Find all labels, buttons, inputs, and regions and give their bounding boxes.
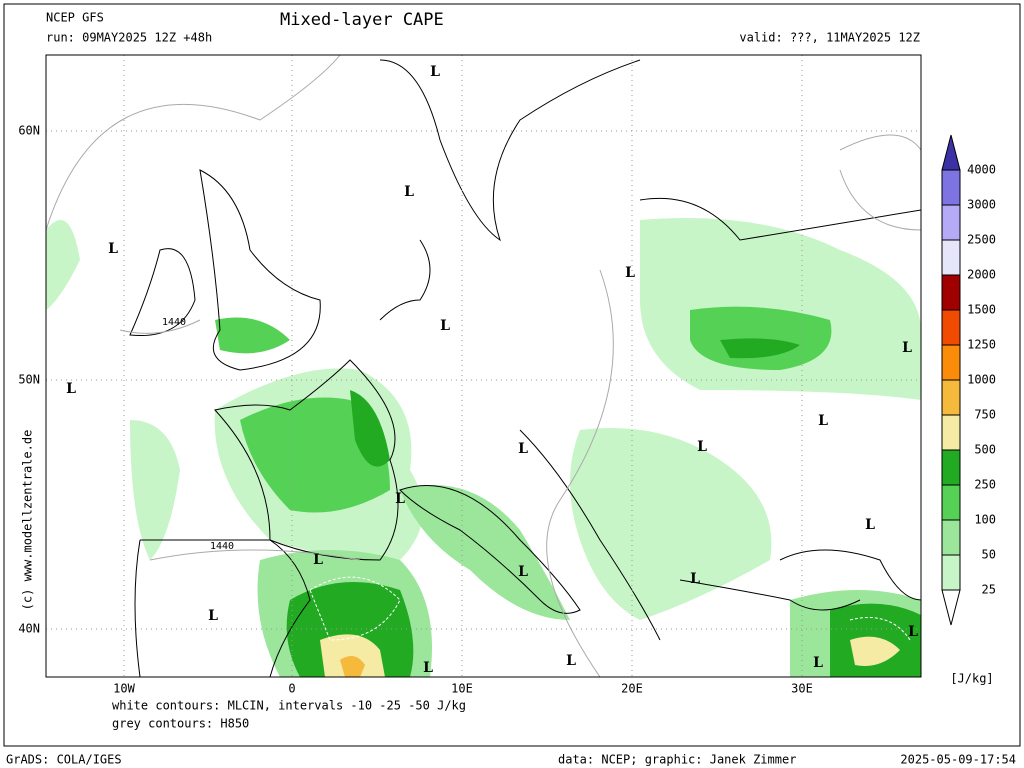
colorbar-band (941, 554, 961, 591)
model: NCEP GFS (46, 11, 104, 25)
title: Mixed-layer CAPE (280, 10, 444, 30)
grads: GrADS: COLA/IGES (6, 753, 122, 767)
low-marker: L (690, 571, 700, 587)
colorbar-band (941, 239, 961, 276)
map: L L L L L L L L L L L L L L L L L L L L 1440 1440 60N 50N 40N 10… (18, 54, 922, 696)
colorbar-band (941, 274, 961, 311)
low-marker: L (404, 184, 414, 200)
low-marker: L (625, 265, 635, 281)
lat-label: 60N (18, 124, 40, 138)
cape-shading (46, 218, 921, 677)
low-marker: L (518, 564, 528, 580)
lon-label: 10W (113, 682, 135, 696)
colorbar-band (941, 449, 961, 486)
graticule (46, 55, 921, 677)
colorbar-band (941, 204, 961, 241)
colorbar-tick: 50 (982, 548, 996, 562)
low-marker: L (208, 608, 218, 624)
colorbar-tick: 2000 (967, 268, 996, 282)
low-marker: L (430, 64, 440, 80)
lon-label: 0 (288, 682, 295, 696)
low-marker: L (518, 441, 528, 457)
colorbar-band (941, 414, 961, 451)
h850-note: grey contours: H850 (112, 717, 249, 731)
colorbar-tick: 1250 (967, 338, 996, 352)
low-marker: L (566, 653, 576, 669)
low-marker: L (108, 241, 118, 257)
low-marker: L (865, 517, 875, 533)
colorbar-band (941, 484, 961, 521)
contour-label: 1440 (210, 541, 234, 552)
low-marker: L (423, 660, 433, 676)
low-marker: L (818, 413, 828, 429)
colorbar-tick: 250 (974, 478, 996, 492)
colorbar-tick: 1000 (967, 373, 996, 387)
low-marker: L (313, 552, 323, 568)
low-marker: L (697, 439, 707, 455)
lows: L L L L L L L L L L L L L L L L L L L L 1440 1440 (66, 64, 918, 676)
low-marker: L (908, 624, 918, 640)
colorbar-band (941, 344, 961, 381)
run: run: 09MAY2025 12Z +48h (46, 31, 212, 45)
low-marker: L (440, 318, 450, 334)
colorbar-tick: 100 (974, 513, 996, 527)
axes: 60N 50N 40N 10W 0 10E 20E 30E (18, 124, 813, 696)
colorbar: 25 50 100 250 500 750 1000 1250 1500 2000 2500 3000… (941, 134, 996, 626)
colorbar-band (941, 169, 961, 206)
colorbar-tick: 4000 (967, 163, 996, 177)
lat-label: 50N (18, 373, 40, 387)
valid: valid: ???, 11MAY2025 12Z (739, 31, 920, 45)
low-marker: L (902, 340, 912, 356)
lon-label: 10E (451, 682, 473, 696)
colorbar-band (941, 309, 961, 346)
credit: (c) www.modellzentrale.de (21, 430, 35, 611)
source: data: NCEP; graphic: Janek Zimmer (558, 753, 796, 767)
colorbar-tick: 500 (974, 443, 996, 457)
low-marker: L (813, 655, 823, 671)
low-marker: L (66, 381, 76, 397)
colorbar-tick: 750 (974, 408, 996, 422)
colorbar-tick: 3000 (967, 198, 996, 212)
mlcin-note: white contours: MLCIN, intervals -10 -25… (112, 699, 466, 713)
map-border (45, 54, 922, 678)
lon-label: 20E (621, 682, 643, 696)
colorbar-tick: 1500 (967, 303, 996, 317)
timestamp: 2025-05-09-17:54 (900, 753, 1016, 767)
lon-label: 30E (791, 682, 813, 696)
colorbar-over (941, 134, 961, 171)
h850-contours (46, 55, 921, 677)
lat-label: 40N (18, 622, 40, 636)
colorbar-unit: [J/kg] (950, 672, 993, 686)
colorbar-band (941, 379, 961, 416)
colorbar-band (941, 519, 961, 556)
contour-label: 1440 (162, 317, 186, 328)
colorbar-tick: 25 (982, 583, 996, 597)
colorbar-tick: 2500 (967, 233, 996, 247)
low-marker: L (395, 491, 405, 507)
mlcin-contours (309, 576, 911, 641)
coastlines (129, 59, 921, 677)
